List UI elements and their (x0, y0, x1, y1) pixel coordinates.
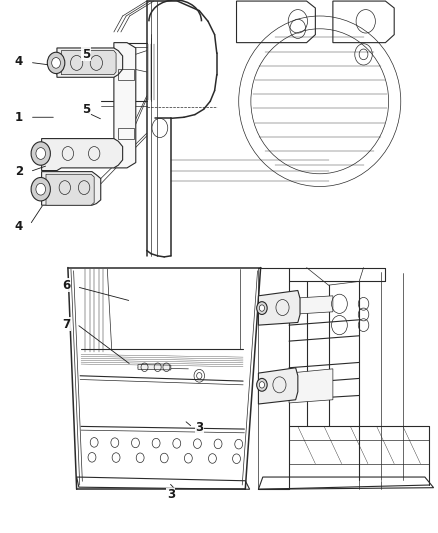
Circle shape (31, 177, 50, 201)
Polygon shape (57, 48, 123, 77)
Circle shape (259, 382, 265, 388)
Text: 3: 3 (167, 488, 175, 501)
Polygon shape (42, 172, 101, 205)
Polygon shape (42, 139, 123, 171)
Polygon shape (258, 290, 300, 325)
Circle shape (257, 378, 267, 391)
Circle shape (36, 148, 46, 159)
Polygon shape (114, 43, 136, 168)
Circle shape (31, 142, 50, 165)
Circle shape (47, 52, 65, 74)
Circle shape (36, 183, 46, 195)
Text: 5: 5 (82, 103, 90, 116)
Text: 7: 7 (63, 318, 71, 330)
Circle shape (259, 305, 265, 311)
Text: 5: 5 (82, 48, 90, 61)
Text: 1: 1 (15, 111, 23, 124)
Polygon shape (61, 51, 116, 75)
Text: 2: 2 (15, 165, 23, 178)
Circle shape (52, 58, 60, 68)
Polygon shape (46, 174, 94, 205)
Polygon shape (289, 369, 333, 403)
Text: 6: 6 (63, 279, 71, 292)
Polygon shape (138, 365, 171, 370)
Polygon shape (289, 296, 333, 314)
Circle shape (257, 302, 267, 314)
Text: 4: 4 (15, 55, 23, 68)
Text: 3: 3 (195, 421, 203, 434)
Polygon shape (258, 368, 298, 404)
Text: 4: 4 (15, 220, 23, 233)
